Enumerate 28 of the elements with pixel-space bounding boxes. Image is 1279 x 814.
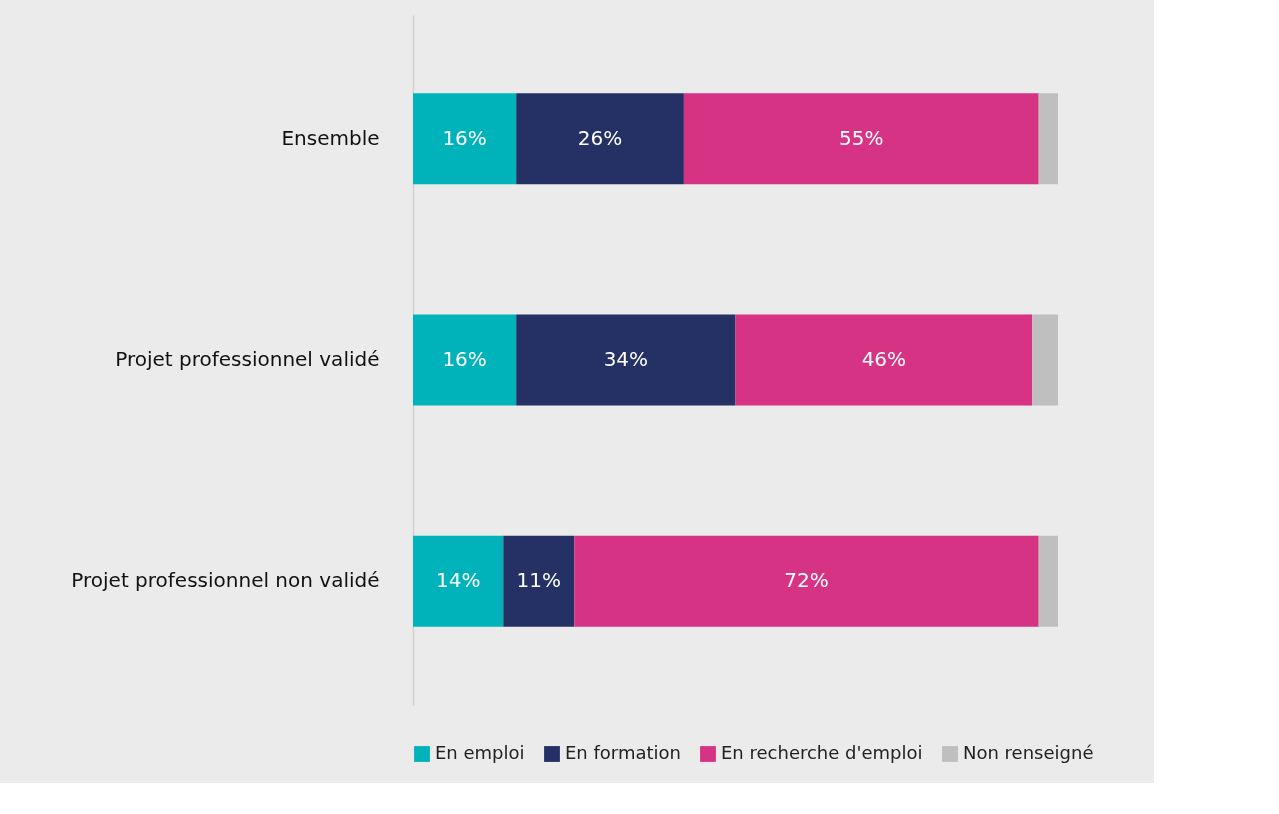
data-label: 14%	[435, 568, 481, 593]
bar	[503, 535, 575, 627]
data-label: 34%	[603, 347, 649, 371]
bar	[1038, 535, 1058, 627]
data-label: 72%	[784, 568, 829, 593]
bar	[413, 535, 504, 627]
bar	[413, 93, 517, 185]
bar	[1038, 93, 1058, 185]
bar	[683, 93, 1039, 185]
bar	[1032, 314, 1058, 406]
bar	[735, 314, 1033, 406]
bar	[516, 93, 684, 185]
legend-label: En emploi	[435, 742, 525, 763]
legend-label: Non renseigné	[963, 742, 1094, 763]
y-tick-label: Projet professionnel validé	[115, 347, 380, 371]
data-label: 26%	[577, 125, 623, 150]
legend-label: En recherche d'emploi	[721, 742, 923, 763]
data-label: 46%	[861, 347, 907, 371]
bar	[413, 314, 517, 406]
bar	[574, 535, 1039, 627]
data-label: 55%	[839, 125, 884, 150]
data-label: 16%	[442, 125, 487, 150]
bar	[516, 314, 736, 406]
data-label: 16%	[442, 347, 487, 371]
y-tick-label: Projet professionnel non validé	[71, 568, 380, 593]
y-tick-label: Ensemble	[281, 125, 380, 150]
legend-label: En formation	[565, 742, 681, 763]
data-label: 11%	[516, 568, 561, 593]
